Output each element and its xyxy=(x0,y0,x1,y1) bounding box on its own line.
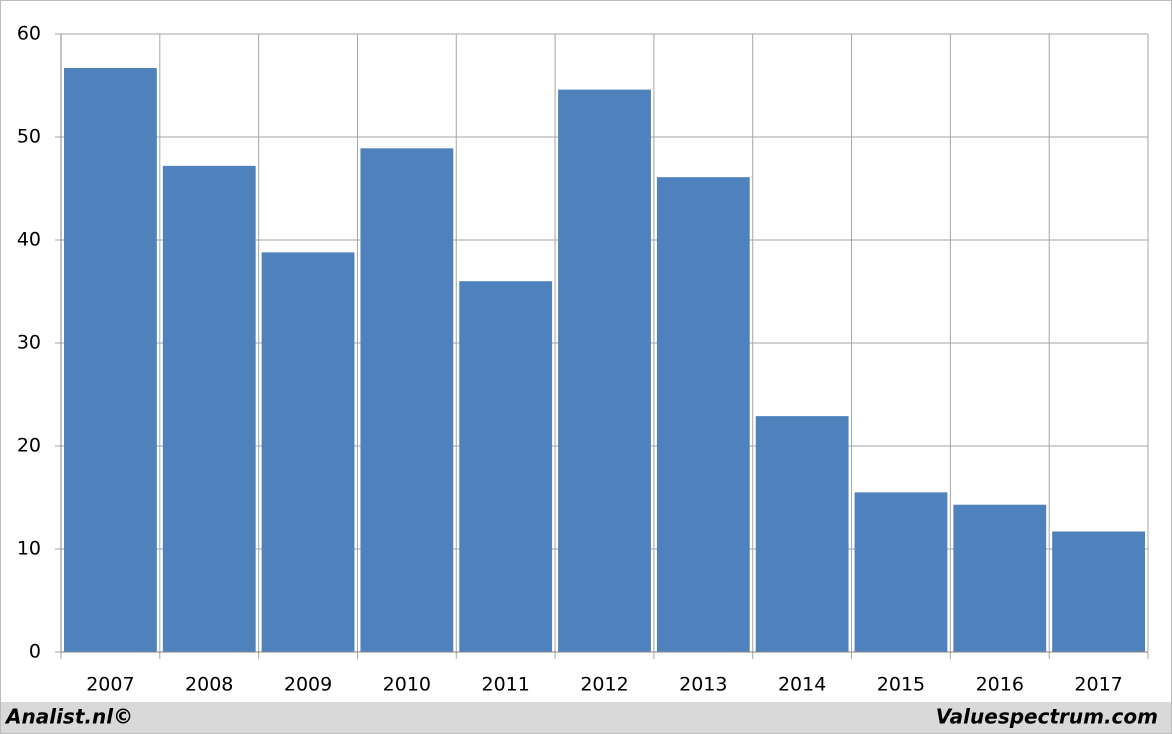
y-tick-label: 60 xyxy=(17,23,41,45)
y-tick-label: 10 xyxy=(17,538,41,560)
bar xyxy=(854,492,948,652)
x-tick-label: 2009 xyxy=(284,674,332,696)
bar xyxy=(953,504,1047,652)
y-tick-label: 30 xyxy=(17,332,41,354)
x-tick-label: 2014 xyxy=(778,674,826,696)
y-tick-label: 50 xyxy=(17,126,41,148)
bar xyxy=(261,252,355,653)
y-tick-label: 20 xyxy=(17,435,41,457)
x-tick-label: 2016 xyxy=(976,674,1024,696)
x-tick-label: 2011 xyxy=(482,674,530,696)
x-tick-label: 2013 xyxy=(679,674,727,696)
x-tick-label: 2015 xyxy=(877,674,925,696)
x-tick-label: 2010 xyxy=(383,674,431,696)
x-tick-label: 2007 xyxy=(86,674,134,696)
bar xyxy=(755,416,849,652)
y-tick-label: 40 xyxy=(17,229,41,251)
bar xyxy=(162,165,256,652)
footer-right: Valuespectrum.com xyxy=(936,705,1158,729)
bar xyxy=(459,281,553,652)
bar xyxy=(1052,531,1145,652)
x-tick-label: 2012 xyxy=(580,674,628,696)
bar xyxy=(64,67,157,653)
footer-band xyxy=(1,702,1171,733)
x-tick-label: 2017 xyxy=(1074,674,1122,696)
x-tick-label: 2008 xyxy=(185,674,233,696)
bar xyxy=(558,89,651,653)
footer-left: Analist.nl© xyxy=(4,705,133,729)
bar xyxy=(656,177,750,653)
y-tick-label: 0 xyxy=(29,641,41,663)
bar xyxy=(360,148,454,652)
